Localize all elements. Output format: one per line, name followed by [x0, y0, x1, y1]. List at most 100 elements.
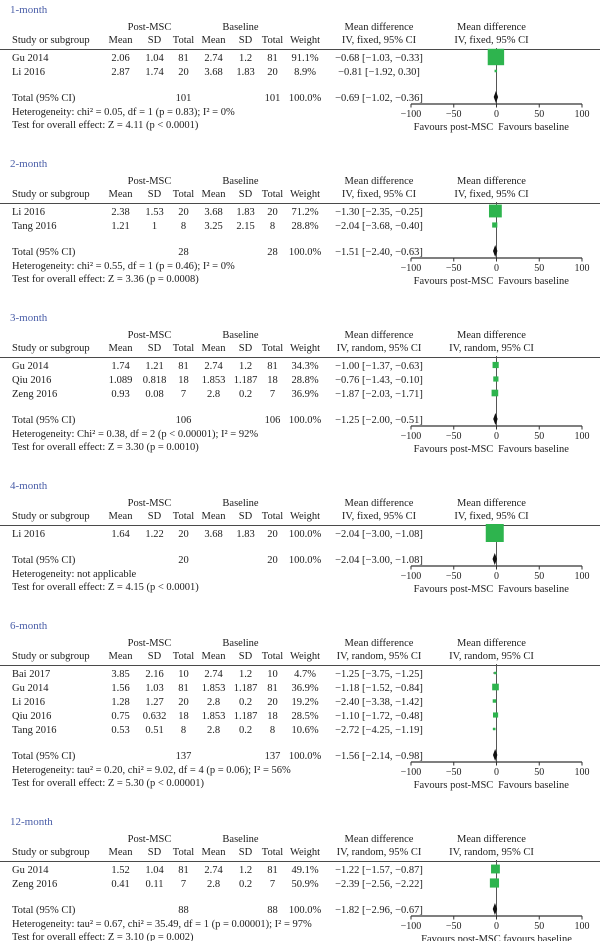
study-name: Qiu 2016: [12, 375, 52, 386]
weight-value: 28.8%: [291, 221, 319, 232]
baseline-sd: 1.2: [238, 669, 253, 680]
group1-header: Post-MSC: [127, 22, 172, 33]
mean1-col-header: Mean: [108, 35, 133, 46]
baseline-sd: 1.2: [238, 361, 253, 372]
sd2-col-header: SD: [238, 35, 253, 46]
plot-header-model: IV, fixed, 95% CI: [454, 35, 529, 46]
baseline-total: 20: [267, 207, 278, 218]
group2-header: Baseline: [222, 834, 259, 845]
study-col-header: Study or subgroup: [12, 847, 90, 858]
sd2-col-header: SD: [238, 189, 253, 200]
post-msc-sd: 1.74: [145, 67, 164, 78]
weight-value: 8.9%: [294, 67, 316, 78]
header-rule: [0, 49, 600, 50]
post-msc-sd: 1.04: [145, 53, 164, 64]
total-n2: 137: [264, 751, 281, 762]
baseline-sd: 1.2: [238, 53, 253, 64]
post-msc-mean: 1.089: [108, 375, 133, 386]
study-name: Li 2016: [12, 67, 45, 78]
total1-col-header: Total: [172, 847, 195, 858]
total-diamond: [493, 91, 499, 103]
ci-text: −1.00 [−1.37, −0.63]: [335, 361, 423, 372]
weight-value: 28.8%: [291, 375, 319, 386]
post-msc-sd: 1: [151, 221, 158, 232]
baseline-total: 81: [267, 865, 278, 876]
panel-title: 6-month: [10, 620, 48, 632]
spacer: [8, 892, 600, 904]
post-msc-mean: 1.28: [111, 697, 130, 708]
ci-col-header: IV, fixed, 95% CI: [341, 35, 417, 46]
forest-panel: 3-month Post-MSC Baseline Mean differenc…: [0, 312, 600, 455]
post-msc-total: 81: [178, 683, 189, 694]
study-name: Tang 2016: [12, 221, 57, 232]
panel-title: 2-month: [10, 158, 48, 170]
baseline-sd: 1.2: [238, 865, 253, 876]
baseline-mean: 1.853: [201, 683, 226, 694]
weight-col-header: Weight: [289, 847, 321, 858]
study-name: Li 2016: [12, 697, 45, 708]
post-msc-mean: 0.41: [111, 879, 130, 890]
post-msc-total: 81: [178, 361, 189, 372]
group1-header: Post-MSC: [127, 834, 172, 845]
study-row: Li 2016 1.28 1.27 20 2.8 0.2 20 19.2% −2…: [8, 696, 433, 710]
heterogeneity-note: Heterogeneity: chi² = 0.55, df = 1 (p = …: [12, 261, 235, 272]
post-msc-sd: 0.632: [142, 711, 167, 722]
weight-col-header: Weight: [289, 189, 321, 200]
post-msc-sd: 1.22: [145, 529, 164, 540]
baseline-total: 18: [267, 375, 278, 386]
baseline-mean: 2.8: [206, 389, 221, 400]
total1-col-header: Total: [172, 343, 195, 354]
plot-header-model: IV, fixed, 95% CI: [454, 511, 529, 522]
baseline-mean: 2.74: [204, 865, 223, 876]
baseline-total: 7: [269, 389, 276, 400]
heterogeneity-note: Heterogeneity: Chi² = 0.38, df = 2 (p < …: [12, 429, 259, 440]
spacer: [8, 738, 600, 750]
baseline-sd: 2.15: [236, 221, 255, 232]
total-n2: 101: [264, 93, 281, 104]
study-rows: Gu 2014 2.06 1.04 81 2.74 1.2 81 91.1% −…: [8, 52, 600, 80]
weight-col-header: Weight: [289, 343, 321, 354]
total2-col-header: Total: [261, 651, 284, 662]
total-weight: 100.0%: [288, 905, 322, 916]
post-msc-mean: 0.93: [111, 389, 130, 400]
weight-value: 19.2%: [291, 697, 319, 708]
sd2-col-header: SD: [238, 343, 253, 354]
post-msc-total: 20: [178, 67, 189, 78]
study-col-header: Study or subgroup: [12, 343, 90, 354]
sd1-col-header: SD: [147, 847, 162, 858]
baseline-total: 18: [267, 711, 278, 722]
overall-effect-note: Test for overall effect: Z = 4.15 (p < 0…: [12, 582, 199, 593]
sd1-col-header: SD: [147, 511, 162, 522]
study-name: Gu 2014: [12, 53, 49, 64]
header-rule: [0, 665, 600, 666]
plot-header: Mean difference IV, fixed, 95% CI: [383, 21, 600, 48]
total-n1: 101: [175, 93, 192, 104]
total-n1: 28: [178, 247, 189, 258]
total-row: Total (95% CI) 88 88 100.0% −1.82 [−2.96…: [8, 904, 433, 918]
post-msc-total: 8: [180, 221, 187, 232]
baseline-mean: 1.853: [201, 711, 226, 722]
total-row: Total (95% CI) 20 20 100.0% −2.04 [−3.00…: [8, 554, 433, 568]
group1-header: Post-MSC: [127, 638, 172, 649]
total-n1: 137: [175, 751, 192, 762]
baseline-sd: 1.187: [233, 711, 258, 722]
post-msc-sd: 1.04: [145, 865, 164, 876]
total-label: Total (95% CI): [12, 555, 76, 566]
forest-panel: 1-month Post-MSC Baseline Mean differenc…: [0, 4, 600, 133]
plot-header-title: Mean difference: [457, 22, 526, 33]
baseline-sd: 1.83: [236, 207, 255, 218]
overall-effect-note: Test for overall effect: Z = 3.10 (p = 0…: [12, 932, 194, 941]
md-header: Mean difference: [344, 498, 414, 509]
table-header-columns: Study or subgroup Mean SD Total Mean SD …: [8, 342, 433, 356]
weight-value: 34.3%: [291, 361, 319, 372]
ci-text: −1.87 [−2.03, −1.71]: [335, 389, 423, 400]
table-header-groups: Post-MSC Baseline Mean difference: [8, 637, 433, 650]
sd2-col-header: SD: [238, 651, 253, 662]
sd2-col-header: SD: [238, 511, 253, 522]
study-name: Li 2016: [12, 529, 45, 540]
table-header-groups: Post-MSC Baseline Mean difference: [8, 329, 433, 342]
total1-col-header: Total: [172, 511, 195, 522]
study-row: Tang 2016 1.21 1 8 3.25 2.15 8 28.8% −2.…: [8, 220, 433, 234]
heterogeneity-note: Heterogeneity: tau² = 0.67, chi² = 35.49…: [12, 919, 312, 930]
ci-text: −2.72 [−4.25, −1.19]: [335, 725, 423, 736]
